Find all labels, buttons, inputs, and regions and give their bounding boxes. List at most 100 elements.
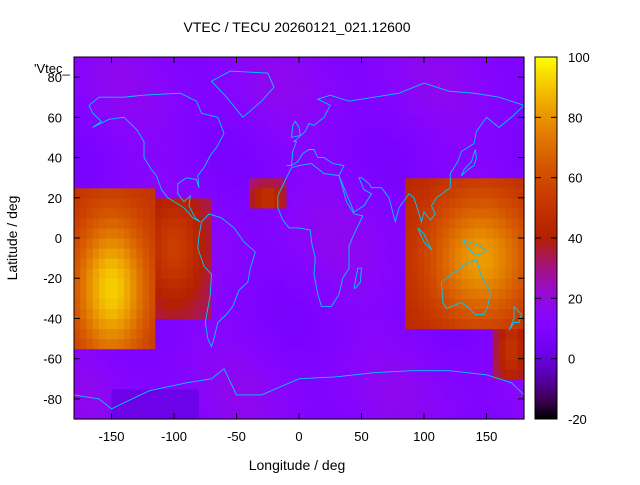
heatmap-cell <box>167 187 175 199</box>
heatmap-cell <box>299 248 306 259</box>
heatmap-cell <box>86 258 94 269</box>
heatmap-cell <box>136 308 144 320</box>
heatmap-cell <box>417 408 425 420</box>
heatmap-cell <box>417 107 425 118</box>
heatmap-cell <box>111 298 119 309</box>
heatmap-cell <box>80 308 88 320</box>
heatmap-cell <box>505 368 513 380</box>
heatmap-cell <box>349 207 356 219</box>
heatmap-cell <box>330 57 338 68</box>
heatmap-cell <box>136 187 144 199</box>
heatmap-cell <box>411 127 419 139</box>
heatmap-cell <box>505 298 513 309</box>
heatmap-cell <box>486 147 494 159</box>
heatmap-cell <box>130 348 138 360</box>
heatmap-cell <box>455 217 463 229</box>
heatmap-cell <box>417 328 425 340</box>
heatmap-cell <box>105 388 113 400</box>
heatmap-cell <box>442 378 450 390</box>
heatmap-cell <box>149 137 156 149</box>
heatmap-cell <box>217 328 225 340</box>
heatmap-cell <box>292 217 300 229</box>
heatmap-cell <box>311 308 319 320</box>
heatmap-cell <box>317 338 325 350</box>
heatmap-cell <box>274 398 281 410</box>
heatmap-cell <box>105 177 113 189</box>
heatmap-cell <box>436 57 444 68</box>
heatmap-cell <box>392 298 400 309</box>
heatmap-cell <box>111 177 119 189</box>
heatmap-cell <box>180 187 188 199</box>
heatmap-cell <box>280 368 288 380</box>
heatmap-cell <box>249 258 256 269</box>
heatmap-cell <box>324 107 331 118</box>
heatmap-cell <box>130 57 138 68</box>
heatmap-cell <box>486 268 494 279</box>
heatmap-cell <box>142 288 150 299</box>
heatmap-cell <box>130 288 138 299</box>
heatmap-cell <box>142 248 150 259</box>
heatmap-cell <box>80 368 88 380</box>
heatmap-cell <box>499 268 506 279</box>
heatmap-cell <box>361 127 369 139</box>
heatmap-cell <box>461 318 469 330</box>
heatmap-cell <box>517 77 525 88</box>
heatmap-cell <box>105 217 113 229</box>
heatmap-cell <box>292 147 300 159</box>
heatmap-cell <box>405 127 413 139</box>
heatmap-cell <box>211 157 219 169</box>
heatmap-cell <box>392 408 400 420</box>
heatmap-cell <box>367 288 375 299</box>
heatmap-cell <box>505 117 513 128</box>
heatmap-cell <box>436 77 444 88</box>
heatmap-cell <box>386 77 394 88</box>
heatmap-cell <box>392 107 400 118</box>
heatmap-cell <box>417 117 425 128</box>
heatmap-cell <box>230 328 238 340</box>
heatmap-cell <box>442 87 450 98</box>
heatmap-cell <box>355 388 363 400</box>
heatmap-cell <box>367 187 375 199</box>
heatmap-cell <box>492 117 500 128</box>
heatmap-cell <box>230 157 238 169</box>
heatmap-cell <box>292 258 300 269</box>
heatmap-cell <box>442 278 450 289</box>
heatmap-cell <box>224 248 231 259</box>
heatmap-cell <box>367 398 375 410</box>
heatmap-cell <box>242 318 250 330</box>
heatmap-cell <box>430 328 438 340</box>
heatmap-cell <box>92 308 100 320</box>
heatmap-cell <box>224 398 231 410</box>
heatmap-cell <box>124 298 131 309</box>
heatmap-cell <box>480 167 488 179</box>
heatmap-cell <box>149 248 156 259</box>
heatmap-cell <box>236 288 244 299</box>
heatmap-cell <box>161 328 169 340</box>
heatmap-cell <box>205 97 213 108</box>
heatmap-cell <box>399 388 406 400</box>
heatmap-cell <box>317 248 325 259</box>
heatmap-cell <box>236 217 244 229</box>
heatmap-cell <box>336 308 344 320</box>
heatmap-cell <box>442 197 450 209</box>
heatmap-cell <box>511 338 519 350</box>
heatmap-cell <box>305 157 313 169</box>
heatmap-cell <box>155 147 163 159</box>
heatmap-cell <box>99 358 106 370</box>
heatmap-cell <box>442 398 450 410</box>
heatmap-cell <box>355 207 363 219</box>
heatmap-cell <box>311 57 319 68</box>
heatmap-cell <box>186 197 194 209</box>
heatmap-cell <box>492 378 500 390</box>
heatmap-cell <box>517 207 525 219</box>
heatmap-cell <box>149 388 156 400</box>
heatmap-cell <box>349 147 356 159</box>
heatmap-cell <box>392 378 400 390</box>
heatmap-cell <box>461 127 469 139</box>
heatmap-cell <box>411 67 419 78</box>
heatmap-cell <box>399 167 406 179</box>
heatmap-cell <box>386 378 394 390</box>
heatmap-cell <box>217 298 225 309</box>
heatmap-cell <box>492 127 500 139</box>
heatmap-cell <box>336 137 344 149</box>
